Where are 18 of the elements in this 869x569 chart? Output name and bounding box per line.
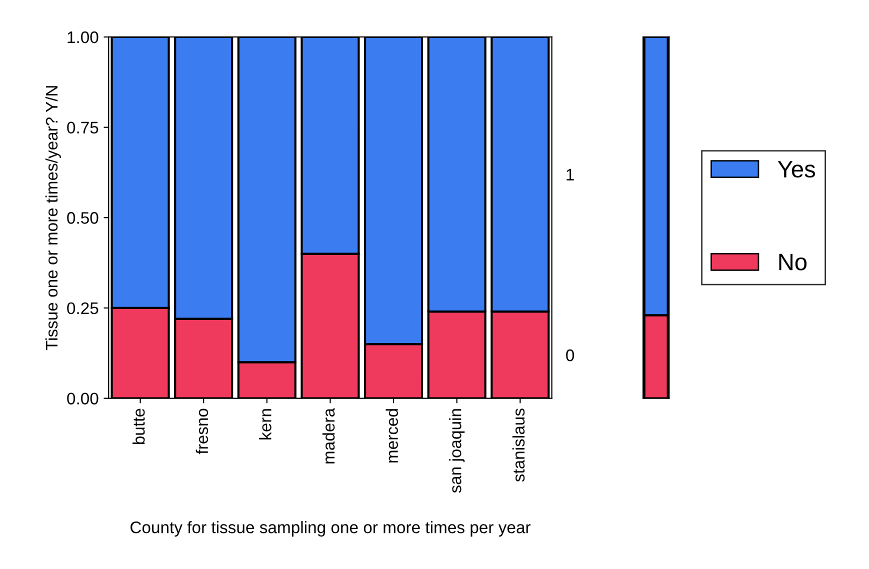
y-tick-label: 0.75 [67,122,98,134]
x-tick-label: butte [132,408,145,444]
x-tick-label: san joaquin [449,409,465,493]
x-tick-label: stanislaus [512,408,525,482]
x-tick-label: madera [322,408,335,464]
text: 0 [566,349,574,362]
x-tick-label: kern [259,409,272,440]
y-tick-label: 0.00 [67,392,98,405]
x-tick-label: fresno [196,408,208,454]
legend-label: Yes [778,161,816,178]
x-axis-title: County for tissue sampling one or more times per year [130,521,531,537]
x-tick-label: merced [386,409,398,462]
y-axis-title: Tissue one or more times/year? Y/N [45,86,61,350]
y-tick-label: 0.25 [67,302,98,314]
y-tick-label: 1.00 [68,31,98,44]
legend-label: No [779,254,807,270]
text: 1 [566,168,574,180]
y-tick-label: 0.50 [67,212,98,224]
